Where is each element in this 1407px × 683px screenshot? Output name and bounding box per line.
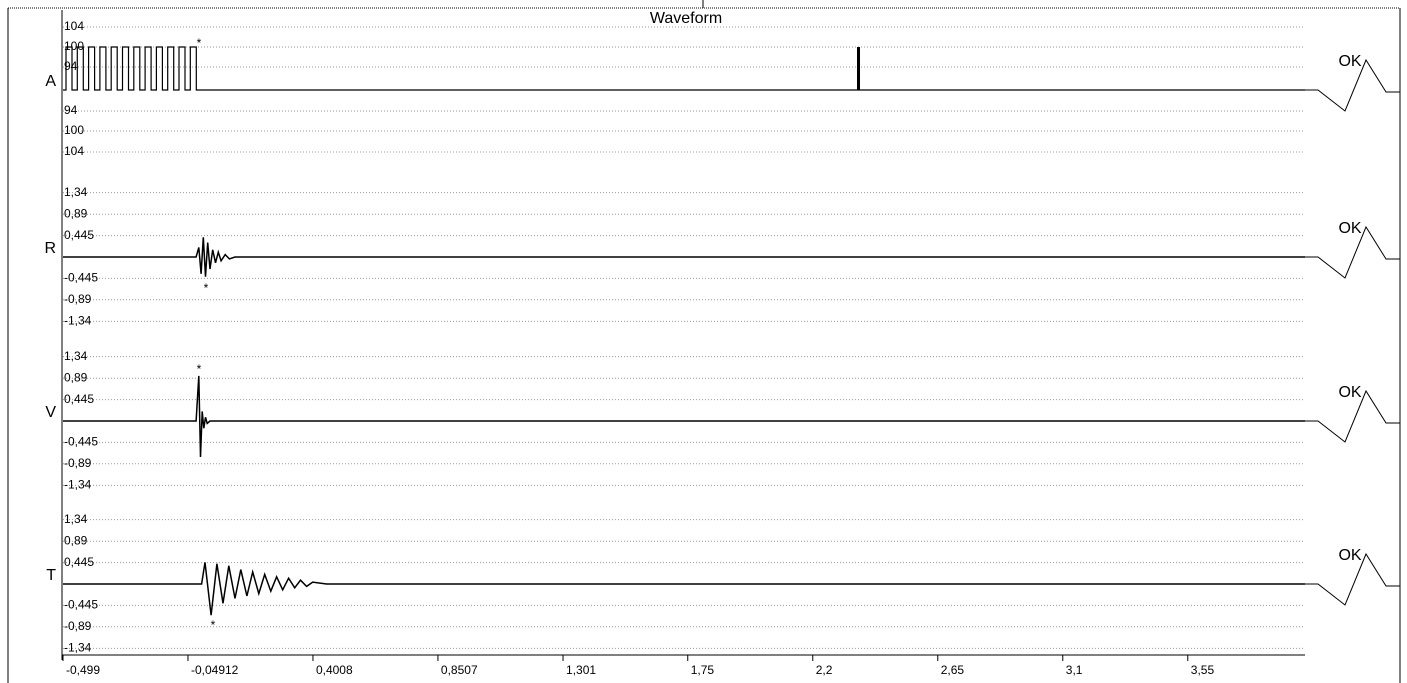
- peak-marker: *: [211, 618, 216, 632]
- peak-marker: *: [197, 36, 202, 50]
- y-tick-label: 0,445: [64, 392, 94, 406]
- y-tick-label: -0,89: [64, 456, 92, 470]
- y-tick-label: 1,34: [64, 512, 88, 526]
- status: OK: [1338, 53, 1361, 70]
- y-tick-label: -0,89: [64, 619, 92, 633]
- x-tick-label: 2,65: [941, 663, 965, 677]
- x-tick-label: 3,1: [1066, 663, 1083, 677]
- y-tick-label: 94: [64, 59, 78, 73]
- status-wave: [1305, 225, 1400, 279]
- y-tick-label: 1,34: [64, 185, 88, 199]
- x-tick-label: 0,4008: [316, 663, 353, 677]
- y-tick-label: -1,34: [64, 477, 92, 491]
- x-tick-label: 0,8507: [441, 663, 478, 677]
- trace: [63, 375, 1305, 458]
- channel-name: T: [46, 567, 56, 584]
- y-tick-label: 0,445: [64, 228, 94, 242]
- x-tick-label: -0,04912: [191, 663, 239, 677]
- pulse-spike: [857, 47, 860, 90]
- y-tick-label: 104: [64, 19, 84, 33]
- y-tick-label: -1,34: [64, 313, 92, 327]
- y-tick-label: 0,445: [64, 555, 94, 569]
- status-wave: [1305, 58, 1400, 112]
- status: OK: [1338, 220, 1361, 237]
- peak-marker: *: [204, 281, 209, 295]
- y-tick-label: -0,445: [64, 271, 98, 285]
- y-tick-label: 94: [64, 103, 78, 117]
- y-tick-label: 0,89: [64, 370, 88, 384]
- y-tick-label: -1,34: [64, 640, 92, 654]
- y-tick-label: -0,445: [64, 435, 98, 449]
- trace: [63, 237, 1305, 277]
- y-tick-label: 0,89: [64, 533, 88, 547]
- x-tick-label: 1,301: [566, 663, 596, 677]
- channel-name: R: [44, 240, 56, 257]
- pulse-trace: [63, 46, 1305, 91]
- status-wave: [1305, 389, 1400, 443]
- status-wave: [1305, 552, 1400, 606]
- trace: [63, 562, 1305, 616]
- y-tick-label: 100: [64, 123, 84, 137]
- x-tick-label: 2,2: [816, 663, 833, 677]
- y-tick-label: -0,89: [64, 292, 92, 306]
- title: Waveform: [650, 10, 722, 27]
- y-tick-label: -0,445: [64, 598, 98, 612]
- x-tick-label: 3,55: [1191, 663, 1215, 677]
- status: OK: [1338, 384, 1361, 401]
- y-tick-label: 1,34: [64, 349, 88, 363]
- y-tick-label: 0,89: [64, 206, 88, 220]
- channel-name: V: [45, 404, 56, 421]
- status: OK: [1338, 547, 1361, 564]
- channel-name: A: [45, 73, 56, 90]
- y-tick-label: 100: [64, 39, 84, 53]
- y-tick-label: 104: [64, 144, 84, 158]
- peak-marker: *: [197, 362, 202, 376]
- x-tick-label: -0,499: [66, 663, 100, 677]
- x-tick-label: 1,75: [691, 663, 715, 677]
